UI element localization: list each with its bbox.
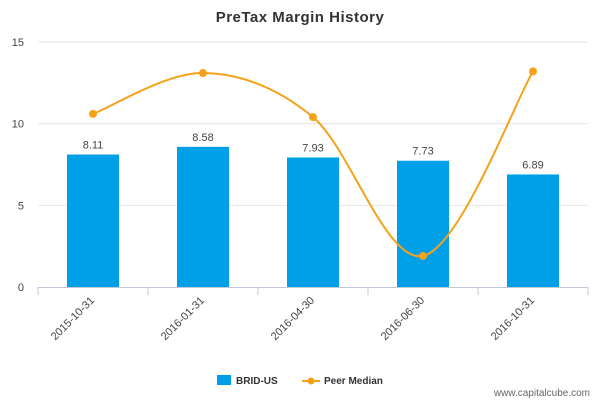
peer-median-line: [92, 70, 534, 257]
peer-median-point-2016-06-30: [419, 251, 427, 260]
line-series: [89, 67, 537, 260]
bar-2016-04-30: [287, 157, 339, 287]
y-axis-ticks: 0 5 10 15: [12, 37, 24, 294]
watermark: www.capitalcube.com: [493, 388, 590, 399]
bar-label-2016-01-31: 8.58: [192, 132, 213, 144]
bar-label-2016-10-31: 6.89: [522, 159, 543, 171]
peer-median-point-2016-10-31: [529, 67, 537, 76]
legend-swatch-bar: [217, 375, 231, 385]
legend-swatch-marker: [307, 377, 315, 385]
bar-series: [67, 146, 559, 287]
chart-title: PreTax Margin History: [216, 9, 385, 26]
bar-2016-01-31: [177, 146, 229, 287]
x-tick-label-2: 2016-04-30: [269, 295, 317, 343]
y-tick-label-0: 0: [18, 282, 24, 294]
legend-label-line: Peer Median: [324, 376, 383, 387]
bar-data-labels: 8.11 8.58 7.93 7.73 6.89: [83, 132, 544, 172]
bar-2016-06-30: [397, 160, 449, 287]
x-tick-label-1: 2016-01-31: [159, 295, 207, 343]
peer-median-point-2015-10-31: [89, 109, 97, 118]
bar-2016-10-31: [507, 174, 559, 287]
peer-median-point-2016-01-31: [199, 69, 207, 78]
y-tick-label-1: 5: [18, 200, 24, 212]
bar-label-2016-04-30: 7.93: [302, 142, 323, 154]
legend-label-bar: BRID-US: [236, 376, 278, 387]
peer-median-point-2016-04-30: [309, 113, 317, 122]
x-tick-label-4: 2016-10-31: [489, 295, 537, 343]
bar-2015-10-31: [67, 154, 119, 287]
y-tick-label-3: 15: [12, 37, 24, 49]
bar-label-2016-06-30: 7.73: [412, 146, 433, 158]
x-tick-label-0: 2015-10-31: [49, 295, 97, 343]
x-axis-ticks: 2015-10-31 2016-01-31 2016-04-30 2016-06-30…: [37, 287, 589, 343]
legend: BRID-US Peer Median: [217, 375, 383, 387]
y-tick-label-2: 10: [12, 119, 24, 131]
bar-label-2015-10-31: 8.11: [83, 140, 104, 152]
x-tick-label-3: 2016-06-30: [379, 295, 427, 343]
